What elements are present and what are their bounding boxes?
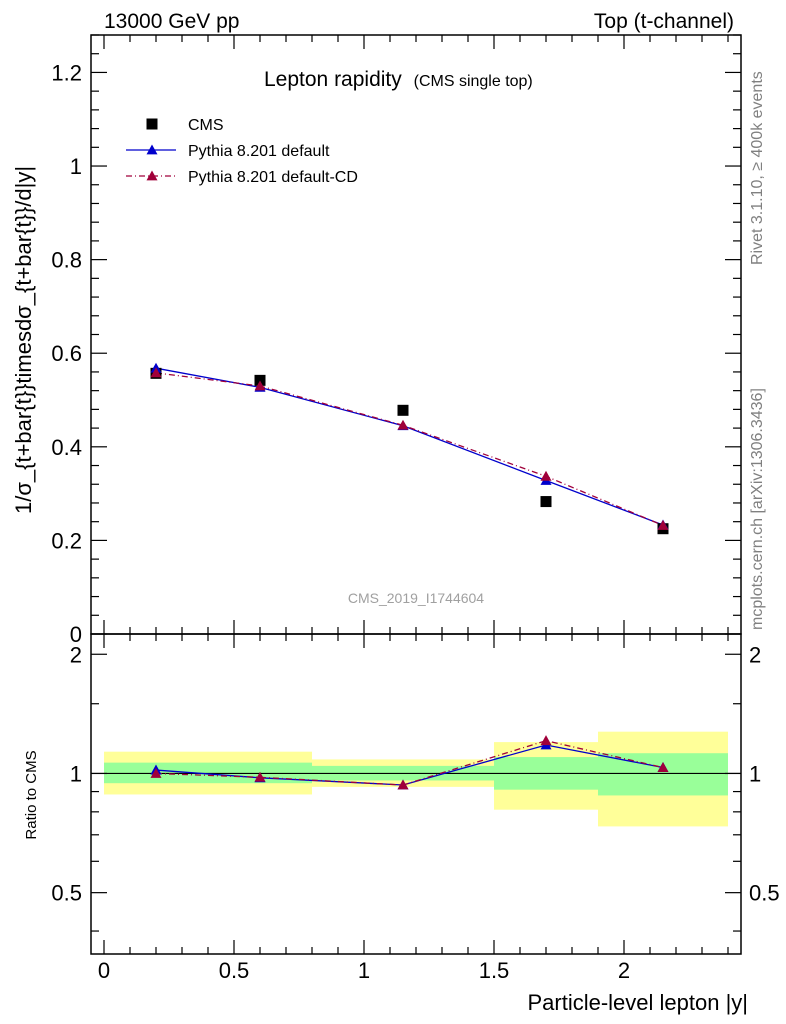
pythia-default-cd-point-4 <box>657 519 669 530</box>
chart-title: Lepton rapidity (CMS single top) <box>264 68 533 91</box>
y-tick-label-1: 0.2 <box>51 528 82 553</box>
rivet-version-label: Rivet 3.1.10, ≥ 400k events <box>749 71 766 265</box>
x-tick-label-1: 0.5 <box>219 958 250 983</box>
legend: CMS Pythia 8.201 default Pythia 8.201 defa… <box>126 117 358 186</box>
x-tick-label-4: 2 <box>618 958 630 983</box>
x-tick-label-3: 1.5 <box>479 958 510 983</box>
pythia-default-cd-point-3 <box>540 470 552 481</box>
inner-band-4 <box>598 753 728 796</box>
analysis-watermark: CMS_2019_I1744604 <box>348 590 484 606</box>
ratio-axis-title: Ratio to CMS <box>23 750 40 839</box>
pythia-default-cd-point-0 <box>150 367 162 378</box>
cms-point-1 <box>254 374 266 386</box>
legend-marker-pythia-default-cd <box>146 170 158 181</box>
y-tick-label-3: 0.6 <box>51 341 82 366</box>
ratio-tick-label-right-0: 0.5 <box>749 881 780 906</box>
ratio-uncertainty-bands <box>104 731 728 827</box>
cms-point-3 <box>540 496 552 508</box>
ratio-pythia-default-cd-point-3 <box>540 735 552 746</box>
ratio-tick-label-right-1: 1 <box>749 761 761 786</box>
chart-subtitle: (CMS single top) <box>414 73 533 90</box>
ratio-pythia-default-cd-point-0 <box>150 767 162 778</box>
y-tick-label-2: 0.4 <box>51 435 82 460</box>
cms-point-2 <box>397 404 409 416</box>
series-line-pythia-default <box>155 367 664 526</box>
pythia-default-cd-point-1 <box>254 380 266 391</box>
ratio-tick-label-right-2: 2 <box>749 642 761 667</box>
ratio-pythia-default-cd-point-1 <box>254 771 266 782</box>
legend-marker-cms <box>146 118 158 130</box>
ratio-pythia-default-cd-point-4 <box>657 762 669 772</box>
y-tick-label-0: 0 <box>70 622 82 647</box>
y-tick-label-4: 0.8 <box>51 248 82 273</box>
x-tick-label-2: 1 <box>358 958 370 983</box>
text-labels: 13000 GeV pp Top (t-channel) Lepton rapi… <box>11 10 766 1015</box>
x-axis-title: Particle-level lepton |y| <box>527 990 748 1015</box>
ratio-tick-label-left-2: 2 <box>70 642 82 667</box>
header-right-label: Top (t-channel) <box>594 10 734 33</box>
x-tick-label-0: 0 <box>98 958 110 983</box>
mcplots-label: mcplots.cern.ch [arXiv:1306.3436] <box>749 388 766 630</box>
legend-label-2: Pythia 8.201 default-CD <box>188 169 358 186</box>
axis-ticks: 0 0.5 1 1.5 200.20.40.60.811.20.5 0.51 12 2 <box>51 34 780 983</box>
ratio-tick-label-left-0: 0.5 <box>51 881 82 906</box>
legend-label-1: Pythia 8.201 default <box>188 143 330 160</box>
header-left-label: 13000 GeV pp <box>104 10 239 33</box>
legend-marker-pythia-default <box>146 144 158 155</box>
ratio-pythia-default-cd-point-2 <box>397 779 409 790</box>
y-tick-label-5: 1 <box>70 154 82 179</box>
y-axis-title: 1/σ_{t+bar{t}}timesdσ_{t+bar{t}}/d|y| <box>11 166 36 514</box>
chart-title-main: Lepton rapidity <box>264 68 402 91</box>
legend-label-0: CMS <box>188 117 224 134</box>
pythia-default-cd-point-2 <box>397 419 409 430</box>
series-line-pythia-default-cd <box>155 372 664 527</box>
y-tick-label-6: 1.2 <box>51 60 82 85</box>
ratio-tick-label-left-1: 1 <box>70 761 82 786</box>
data-series <box>150 362 669 790</box>
